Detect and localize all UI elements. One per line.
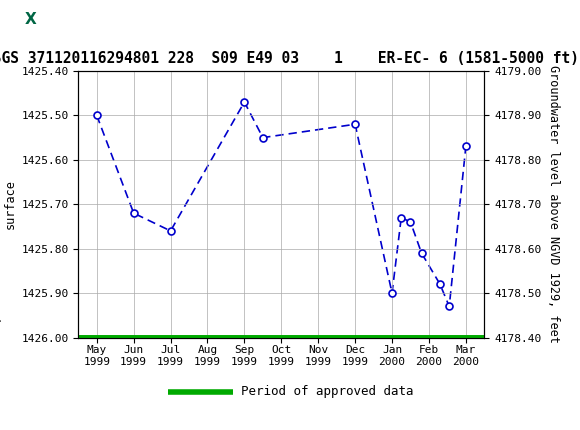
Text: USGS: USGS [67,12,114,27]
FancyBboxPatch shape [5,5,57,35]
Y-axis label: Groundwater level above NGVD 1929, feet: Groundwater level above NGVD 1929, feet [547,65,560,343]
Title: USGS 371120116294801 228  S09 E49 03    1    ER-EC- 6 (1581-5000 ft): USGS 371120116294801 228 S09 E49 03 1 ER… [0,51,579,66]
Text: X: X [25,12,37,27]
Text: Period of approved data: Period of approved data [241,385,413,398]
Y-axis label: Depth to water level, feet below land
surface: Depth to water level, feet below land su… [0,72,17,336]
